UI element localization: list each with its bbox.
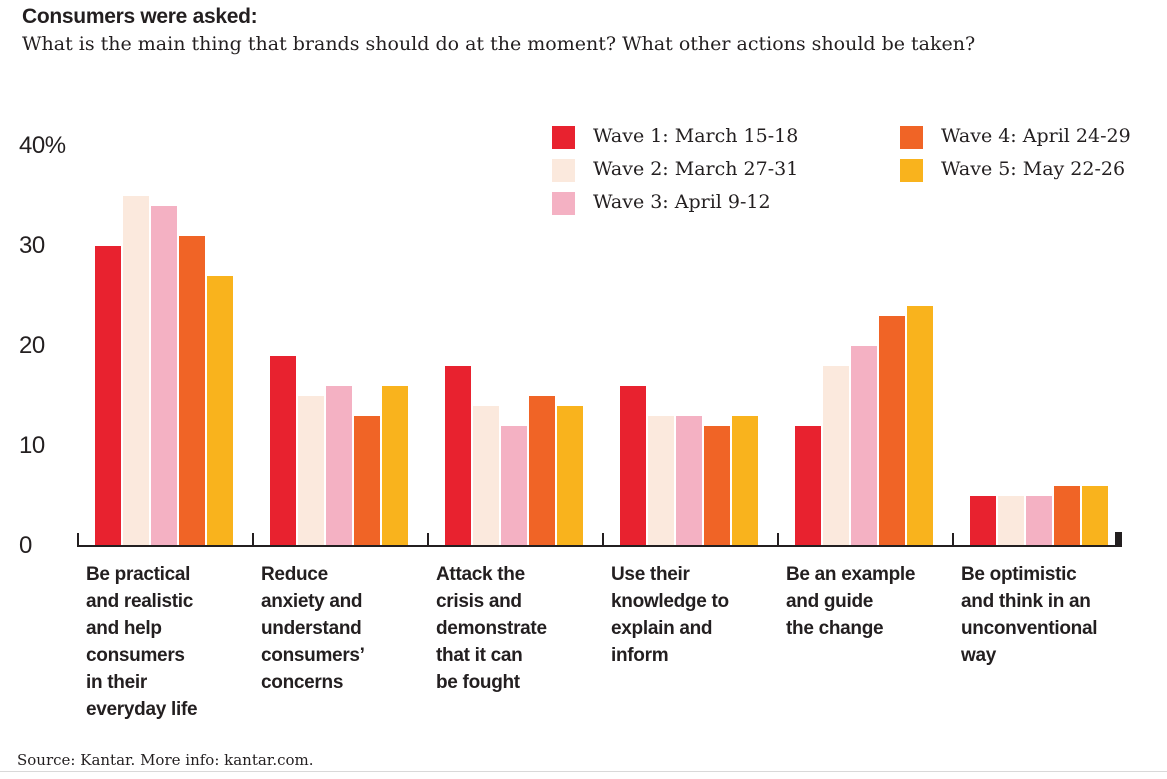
legend-label: Wave 3: April 9-12 (593, 191, 771, 213)
bar-wave-5 (207, 276, 233, 546)
y-axis-tick-label: 20 (19, 332, 45, 359)
category-label: Attack the crisis and demonstrate that i… (436, 564, 547, 693)
bottom-divider (0, 771, 1167, 772)
y-axis-tick-label: 30 (19, 232, 45, 259)
bar-wave-3 (1026, 496, 1052, 546)
bar-wave-1 (445, 366, 471, 546)
legend-swatch-icon (900, 159, 923, 182)
x-axis-tick (252, 533, 254, 546)
bar-wave-4 (1054, 486, 1080, 546)
category-label: Reduce anxiety and understand consumers’… (261, 564, 365, 693)
bar-wave-1 (270, 356, 296, 546)
bar-wave-2 (998, 496, 1024, 546)
bar-wave-5 (382, 386, 408, 546)
y-axis-tick-label: 40% (19, 132, 66, 159)
x-axis-tick (952, 533, 954, 546)
bar-wave-3 (326, 386, 352, 546)
x-axis-tick (77, 533, 79, 546)
y-axis-tick-label: 10 (19, 432, 45, 459)
bar-wave-3 (851, 346, 877, 546)
bar-wave-1 (795, 426, 821, 546)
x-axis-tick (427, 533, 429, 546)
category-label: Use their knowledge to explain and infor… (611, 564, 729, 666)
x-axis-tick (602, 533, 604, 546)
bar-wave-4 (354, 416, 380, 546)
bar-wave-3 (676, 416, 702, 546)
bar-wave-2 (823, 366, 849, 546)
bar-wave-4 (529, 396, 555, 546)
bar-wave-1 (620, 386, 646, 546)
bar-wave-1 (970, 496, 996, 546)
legend-label: Wave 2: March 27-31 (593, 158, 799, 180)
x-axis-tick (777, 533, 779, 546)
page-subtitle: What is the main thing that brands shoul… (22, 33, 976, 55)
bar-wave-4 (879, 316, 905, 546)
source-note: Source: Kantar. More info: kantar.com. (17, 751, 314, 769)
legend-swatch-icon (900, 126, 923, 149)
y-axis-tick-label: 0 (19, 532, 32, 559)
bar-wave-4 (704, 426, 730, 546)
category-label: Be an example and guide the change (786, 564, 916, 639)
page-title: Consumers were asked: (22, 5, 258, 28)
legend-swatch-icon (552, 126, 575, 149)
bar-wave-2 (473, 406, 499, 546)
bar-wave-3 (151, 206, 177, 546)
bar-wave-3 (501, 426, 527, 546)
category-label: Be optimistic and think in an unconventi… (961, 564, 1098, 666)
legend-label: Wave 4: April 24-29 (941, 125, 1131, 147)
x-axis-line (77, 545, 1122, 547)
bar-wave-1 (95, 246, 121, 546)
bar-wave-2 (298, 396, 324, 546)
category-label: Be practical and realistic and help cons… (86, 564, 198, 720)
legend-label: Wave 5: May 22-26 (941, 158, 1126, 180)
x-axis-end-tick (1115, 532, 1122, 546)
legend-swatch-icon (552, 192, 575, 215)
bar-wave-5 (557, 406, 583, 546)
bar-wave-5 (907, 306, 933, 546)
bar-wave-4 (179, 236, 205, 546)
bar-wave-2 (123, 196, 149, 546)
bar-wave-2 (648, 416, 674, 546)
bar-wave-5 (1082, 486, 1108, 546)
bar-wave-5 (732, 416, 758, 546)
legend-swatch-icon (552, 159, 575, 182)
legend-label: Wave 1: March 15-18 (593, 125, 799, 147)
